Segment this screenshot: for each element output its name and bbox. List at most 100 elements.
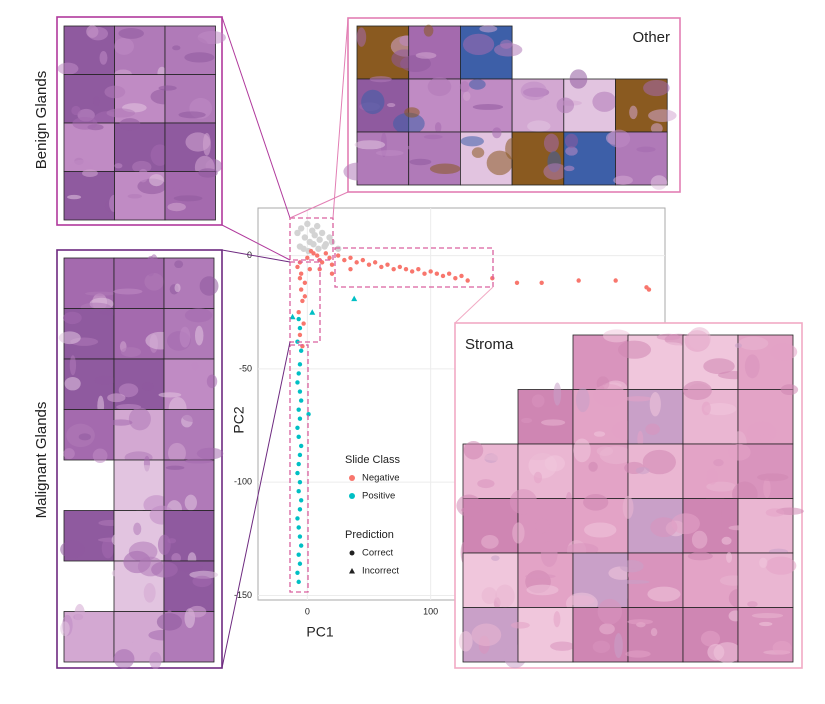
point bbox=[297, 452, 303, 458]
point bbox=[453, 276, 458, 281]
tile-texture bbox=[747, 601, 758, 608]
tile-texture bbox=[469, 79, 486, 90]
point bbox=[403, 266, 409, 272]
tile-texture bbox=[543, 133, 559, 153]
tile-texture bbox=[770, 343, 798, 361]
tile-texture bbox=[60, 621, 70, 636]
tile-texture bbox=[133, 522, 142, 536]
tile-texture bbox=[171, 553, 182, 564]
image-tile bbox=[517, 389, 574, 445]
tile-texture bbox=[188, 605, 207, 618]
tile-texture bbox=[687, 552, 713, 561]
tile-texture bbox=[625, 650, 651, 658]
tile-texture bbox=[520, 100, 549, 107]
tile-texture bbox=[647, 586, 681, 602]
tile-texture bbox=[206, 374, 218, 389]
tile-texture bbox=[471, 147, 485, 158]
tile-texture bbox=[119, 118, 141, 131]
tile-texture bbox=[354, 140, 386, 150]
tile-texture bbox=[178, 111, 206, 119]
tile-texture bbox=[402, 145, 435, 150]
tile-texture bbox=[520, 81, 547, 101]
tile-texture bbox=[74, 603, 86, 626]
tile-texture bbox=[612, 583, 631, 601]
point bbox=[296, 525, 301, 530]
point bbox=[315, 245, 322, 252]
tile-texture bbox=[113, 649, 135, 669]
tile-texture bbox=[597, 598, 623, 625]
tile-texture bbox=[458, 631, 473, 652]
tile-texture bbox=[583, 494, 609, 511]
tile-texture bbox=[356, 27, 367, 47]
tile-texture bbox=[505, 137, 520, 160]
tile-texture bbox=[63, 311, 82, 325]
tile-texture bbox=[495, 584, 515, 608]
tile-texture bbox=[67, 194, 82, 200]
tile-texture bbox=[375, 150, 404, 157]
label-bg bbox=[620, 28, 676, 50]
tile-texture bbox=[642, 449, 676, 475]
tile-texture bbox=[106, 108, 136, 118]
tile-texture bbox=[156, 613, 183, 631]
point bbox=[316, 236, 323, 243]
tile-texture bbox=[172, 187, 180, 194]
image-tile bbox=[163, 510, 215, 562]
point bbox=[297, 416, 303, 421]
tile-texture bbox=[525, 628, 533, 637]
legend-swatch bbox=[349, 493, 355, 499]
tile-texture bbox=[128, 407, 151, 431]
tile-texture bbox=[482, 453, 512, 461]
tile-texture bbox=[174, 260, 184, 269]
tile-texture bbox=[588, 461, 598, 472]
tile-texture bbox=[703, 403, 737, 416]
point bbox=[321, 243, 328, 250]
tile-texture bbox=[459, 81, 470, 93]
tile-texture bbox=[653, 477, 668, 495]
tile-texture bbox=[477, 479, 495, 489]
tile-texture bbox=[113, 288, 143, 295]
point bbox=[311, 251, 316, 256]
tile-texture bbox=[599, 623, 615, 635]
tile-texture bbox=[60, 540, 85, 559]
tile-texture bbox=[94, 375, 116, 385]
tile-texture bbox=[150, 144, 170, 166]
point bbox=[351, 295, 358, 302]
tile-texture bbox=[158, 85, 177, 91]
tile-texture bbox=[101, 538, 115, 559]
tile-texture bbox=[607, 129, 631, 148]
tile-texture bbox=[759, 621, 773, 627]
point bbox=[317, 266, 322, 272]
tile-texture bbox=[734, 343, 742, 348]
tile-texture bbox=[593, 384, 626, 407]
tile-texture bbox=[540, 541, 558, 567]
point bbox=[307, 266, 312, 272]
point bbox=[391, 266, 396, 272]
tile-texture bbox=[118, 28, 144, 39]
tile-texture bbox=[713, 642, 742, 663]
tile-texture bbox=[527, 120, 551, 132]
tile-texture bbox=[99, 51, 108, 65]
tile-texture bbox=[369, 76, 392, 83]
point bbox=[397, 264, 403, 270]
point bbox=[297, 534, 303, 539]
legend-label: Incorrect bbox=[362, 566, 399, 577]
tile-texture bbox=[120, 347, 142, 357]
tile-texture bbox=[434, 122, 442, 133]
legend-swatch bbox=[349, 475, 355, 481]
tile-texture bbox=[172, 45, 181, 51]
point bbox=[298, 287, 304, 292]
tile-texture bbox=[149, 174, 164, 187]
tile-texture bbox=[481, 534, 499, 549]
tile-texture bbox=[553, 382, 562, 406]
point bbox=[297, 362, 303, 367]
tile-texture bbox=[592, 640, 611, 653]
panel-label: Malignant Glands bbox=[33, 402, 50, 519]
tile-texture bbox=[619, 560, 644, 573]
tile-texture bbox=[184, 458, 213, 464]
point bbox=[372, 260, 378, 265]
tile-texture bbox=[721, 536, 732, 545]
connector bbox=[332, 17, 349, 219]
tile-texture bbox=[64, 376, 81, 391]
point bbox=[329, 262, 335, 267]
